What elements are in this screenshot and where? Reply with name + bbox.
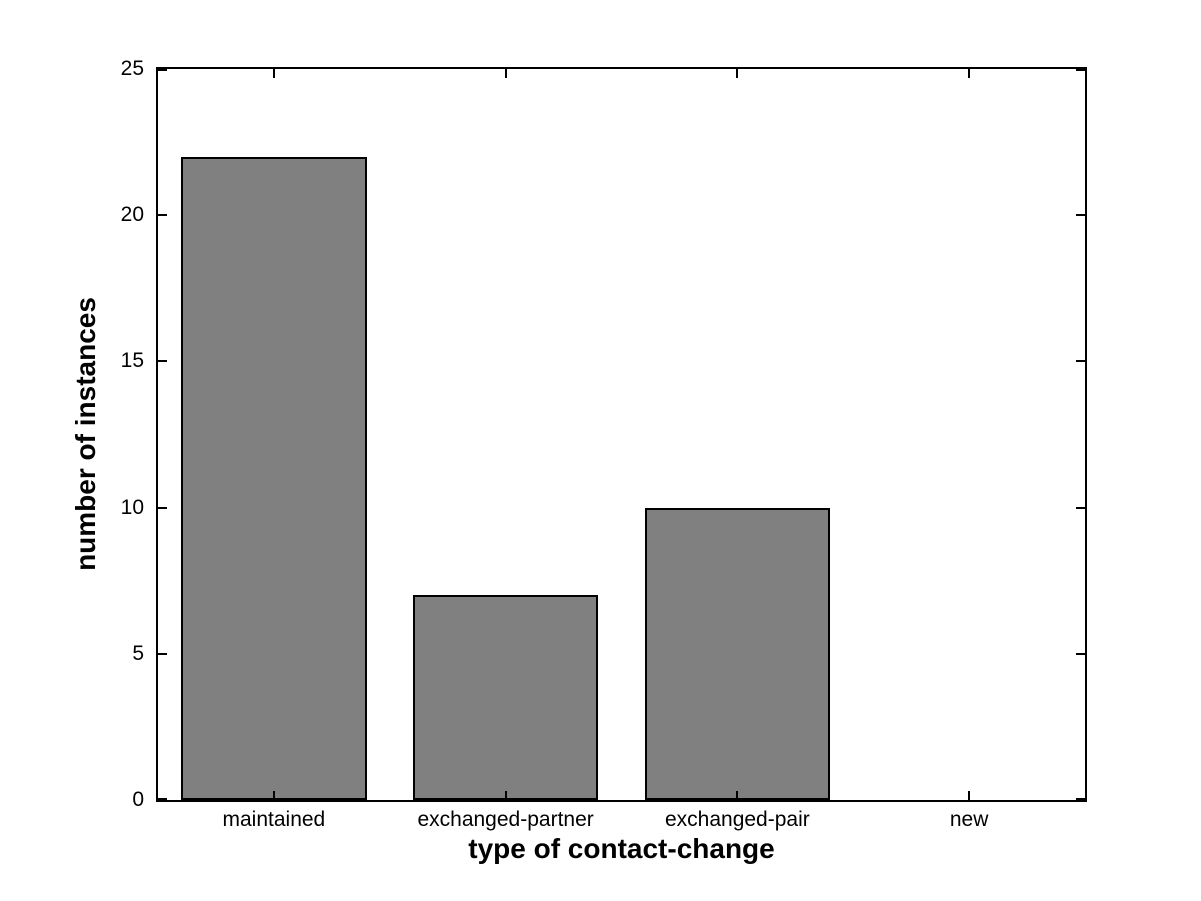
y-tick-label: 0 xyxy=(132,788,144,811)
x-tick-bottom xyxy=(968,791,971,800)
x-tick-top xyxy=(968,69,971,78)
x-tick-bottom xyxy=(736,791,739,800)
x-tick-label: exchanged-partner xyxy=(417,808,594,831)
y-tick-label: 25 xyxy=(120,57,144,80)
x-tick-top xyxy=(736,69,739,78)
y-tick-left xyxy=(158,506,167,509)
x-tick-top xyxy=(272,69,275,78)
y-tick-label: 10 xyxy=(120,495,144,519)
y-tick-left xyxy=(158,652,167,655)
y-tick-right xyxy=(1076,798,1085,800)
y-tick-left xyxy=(158,214,167,217)
plot-area xyxy=(156,67,1087,802)
y-axis-label: number of instances xyxy=(70,297,101,571)
y-tick-label: 15 xyxy=(120,349,144,373)
bar-maintained xyxy=(181,156,367,800)
x-tick-bottom xyxy=(504,791,507,800)
y-tick-left xyxy=(158,69,167,71)
y-tick-left xyxy=(158,360,167,363)
y-tick-right xyxy=(1076,360,1085,363)
y-tick-label: 20 xyxy=(120,203,144,227)
y-tick-right xyxy=(1076,214,1085,217)
y-tick-left xyxy=(158,798,167,800)
y-tick-right xyxy=(1076,506,1085,509)
x-tick-label: maintained xyxy=(222,808,326,831)
x-tick-bottom xyxy=(272,791,275,800)
x-tick-label: exchanged-pair xyxy=(664,808,810,831)
x-tick-label: new xyxy=(949,808,989,831)
y-tick-right xyxy=(1076,652,1085,655)
x-axis-label: type of contact-change xyxy=(468,833,775,864)
x-tick-top xyxy=(504,69,507,78)
y-tick-right xyxy=(1076,69,1085,71)
bar-exchanged-pair xyxy=(644,507,831,800)
y-tick-label: 5 xyxy=(132,641,144,665)
bar-exchanged-partner xyxy=(412,595,599,800)
